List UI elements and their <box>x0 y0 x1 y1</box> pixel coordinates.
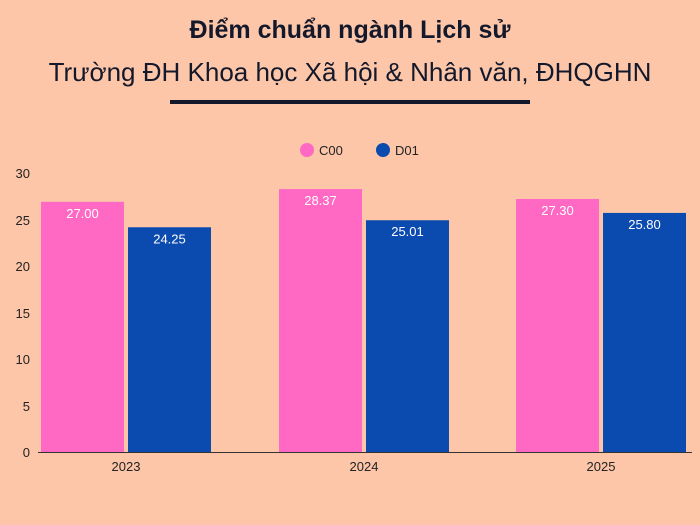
bars <box>41 189 686 452</box>
data-label-d01-2024: 25.01 <box>391 224 424 239</box>
legend-label-d01: D01 <box>395 143 419 158</box>
y-tick-label: 5 <box>23 399 30 414</box>
chart-subtitle: Trường ĐH Khoa học Xã hội & Nhân văn, ĐH… <box>48 57 652 87</box>
y-tick-label: 0 <box>23 445 30 460</box>
data-label-c00-2023: 27.00 <box>66 206 99 221</box>
legend-swatch-d01 <box>376 143 390 157</box>
data-label-c00-2025: 27.30 <box>541 203 574 218</box>
data-label-c00-2024: 28.37 <box>304 193 337 208</box>
chart-title: Điểm chuẩn ngành Lịch sử <box>189 16 511 44</box>
bar-c00-2023 <box>41 201 124 452</box>
legend: C00 D01 <box>300 143 419 158</box>
x-tick-label-2023: 2023 <box>112 459 141 474</box>
bar-d01-2023 <box>128 227 211 452</box>
legend-label-c00: C00 <box>319 143 343 158</box>
y-tick-label: 10 <box>16 352 30 367</box>
title-underline <box>170 100 530 104</box>
x-tick-label-2025: 2025 <box>587 459 616 474</box>
y-tick-label: 20 <box>16 259 30 274</box>
data-label-d01-2023: 24.25 <box>153 231 186 246</box>
bar-c00-2024 <box>279 189 362 452</box>
y-tick-label: 30 <box>16 166 30 181</box>
y-tick-label: 25 <box>16 213 30 228</box>
data-label-d01-2025: 25.80 <box>628 217 661 232</box>
bar-c00-2025 <box>516 199 599 452</box>
bar-d01-2025 <box>603 212 686 452</box>
legend-swatch-c00 <box>300 143 314 157</box>
y-tick-label: 15 <box>16 306 30 321</box>
bar-d01-2024 <box>366 220 449 452</box>
y-axis: 0 5 10 15 20 25 30 <box>16 166 30 460</box>
data-labels: 27.00 24.25 28.37 25.01 27.30 25.80 <box>66 193 661 246</box>
x-tick-label-2024: 2024 <box>350 459 379 474</box>
x-axis: 2023 2024 2025 <box>38 452 692 474</box>
